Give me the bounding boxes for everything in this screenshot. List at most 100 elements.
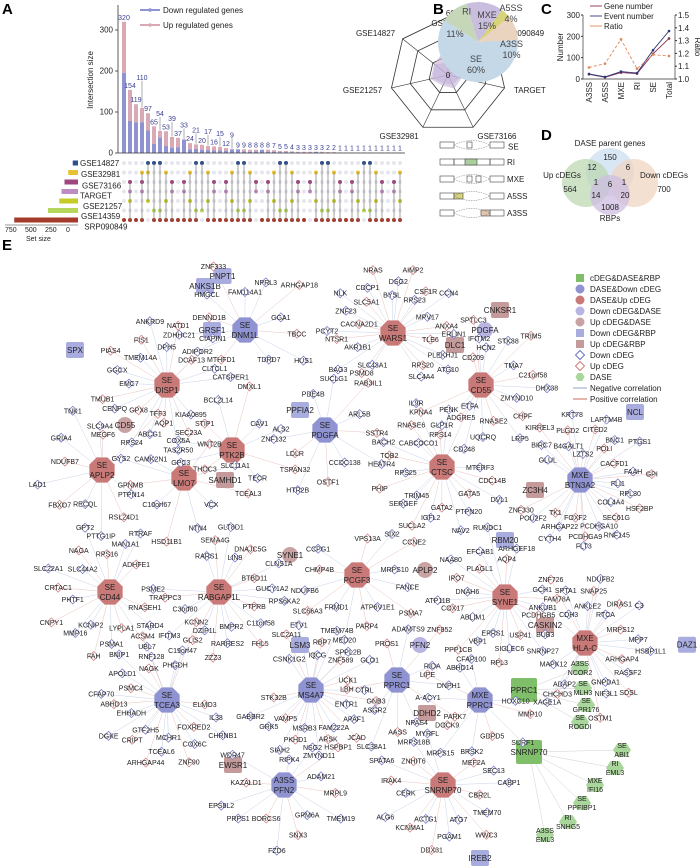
gene-label: CACFD1	[600, 461, 628, 468]
node-diamond	[494, 494, 505, 505]
gene-label: SPPL2B	[335, 649, 362, 656]
gene-label: THOC3	[193, 467, 217, 474]
gene-label: TFF3	[150, 411, 167, 418]
legend-label: DASE	[590, 373, 612, 382]
node-diamond	[268, 433, 279, 444]
node-diamond	[342, 675, 353, 686]
exon-box	[439, 141, 455, 149]
node-diamond	[634, 503, 645, 514]
down-cdeg-node: ZNF23	[335, 305, 357, 316]
node-diamond	[464, 488, 475, 499]
data-point	[635, 71, 639, 75]
node-diamond	[43, 563, 54, 574]
down-cdeg-node: CD248	[453, 443, 475, 454]
gene-label: PLAGL1	[466, 566, 493, 573]
gene-label: ZMYND10	[500, 395, 533, 402]
up-cdeg-node: SNX3	[289, 830, 307, 841]
node-diamond	[96, 530, 107, 541]
up-cdeg-node: MMP10	[518, 708, 542, 719]
gene-label: FAAH	[624, 469, 642, 476]
matrix-dot-empty	[392, 170, 396, 175]
gene-label: AQP1	[155, 420, 174, 427]
bar-down-segment	[278, 152, 282, 153]
splice-junction	[453, 140, 491, 150]
down-cdeg-node: APAF1	[343, 714, 365, 725]
matrix-dot-empty	[200, 218, 204, 222]
up-cdeg-node: DNAJC5G	[234, 544, 267, 555]
down-cdeg-node: BMPR2	[219, 621, 244, 632]
dase-event-label: MXE	[587, 778, 603, 785]
up-cdeg-node: IRAK4	[381, 775, 401, 786]
node-diamond	[312, 650, 323, 661]
gene-label: A-ACY1	[415, 695, 440, 702]
node-diamond	[393, 276, 404, 287]
bar-up-segment	[128, 89, 132, 122]
rbp-label: NCL	[627, 408, 644, 417]
gene-label: RNASE6	[397, 423, 425, 430]
node-square	[626, 404, 644, 420]
node-diamond	[164, 630, 175, 641]
down-cdeg-node: BIRC7	[531, 440, 552, 450]
up-cdeg-node: CSF1R	[414, 286, 437, 297]
node-diamond	[161, 536, 172, 547]
node-diamond	[192, 346, 203, 357]
bar-value-label: 2	[332, 145, 336, 152]
down-cdeg-rbp-node: DAZ1	[677, 636, 698, 653]
gene-label: HTR2B	[286, 488, 309, 495]
node-diamond	[406, 420, 417, 431]
down-cdeg-node: PLEKHJ1	[428, 349, 458, 360]
up-cdeg-node: JCAD	[347, 732, 366, 743]
hub-octagon	[170, 464, 198, 492]
node-diamond	[173, 445, 184, 456]
down-cdeg-node: ATG10	[437, 364, 459, 375]
node-diamond	[187, 635, 198, 646]
gene-label: ADHFE1	[122, 562, 150, 569]
up-cdeg-node: ADHFE1	[122, 559, 150, 570]
node-diamond	[201, 551, 212, 562]
node-diamond	[356, 367, 367, 378]
down-cdeg-node: SLC9A4	[87, 420, 113, 431]
gene-label: RAB3IL1	[354, 380, 382, 387]
node-diamond	[244, 381, 255, 392]
bar-down-segment	[200, 149, 204, 153]
down-cdeg-node: EHHADH	[117, 708, 146, 719]
node-diamond	[537, 584, 548, 595]
up-cdeg-node: USP41	[509, 629, 532, 640]
node-diamond	[199, 699, 210, 710]
matrix-dot-empty	[344, 161, 348, 165]
bar-value-label: 8	[260, 143, 264, 150]
bar-up-segment	[146, 113, 150, 131]
hub-event-label: SE	[105, 583, 116, 592]
y-axis-label: Intersection size	[86, 51, 95, 109]
gene-label: TMEM70	[473, 810, 502, 817]
node-diamond	[302, 605, 313, 616]
gene-label: ATG10	[437, 367, 459, 374]
gene-label: RASSF2	[614, 670, 641, 677]
down-cdeg-node: ANKUB1	[529, 602, 557, 613]
node-diamond	[432, 595, 443, 606]
hub-octagon	[429, 771, 457, 799]
matrix-dot-empty	[218, 199, 222, 203]
gene-label: EPRS1	[482, 631, 505, 638]
gene-label: DZIP1L	[193, 628, 217, 635]
hub-octagon	[270, 771, 298, 799]
down-cdeg-rbp-node: PPFIA2	[286, 402, 314, 418]
legend-label: Up cDEG&RBP	[590, 340, 646, 349]
gene-label: MRPL9	[324, 790, 347, 797]
up-cdeg-node: PSMA7	[399, 608, 423, 619]
hub-octagon	[311, 416, 339, 444]
down-cdeg-node: CFAP70	[88, 688, 114, 699]
bar-down-segment	[314, 151, 318, 153]
down-cdeg-node: IFITM2	[468, 333, 490, 344]
gene-label: ARHGAP18	[281, 283, 318, 290]
bar-up-segment	[206, 146, 210, 151]
node-diamond	[105, 345, 116, 356]
down-cdeg-node: SLC43A1	[357, 359, 387, 370]
bar-value-label: 8	[248, 143, 252, 150]
node-diamond	[372, 601, 383, 612]
up-cdeg-node: TRAPPC3	[149, 592, 181, 603]
gene-label: ZNF90	[178, 760, 200, 767]
